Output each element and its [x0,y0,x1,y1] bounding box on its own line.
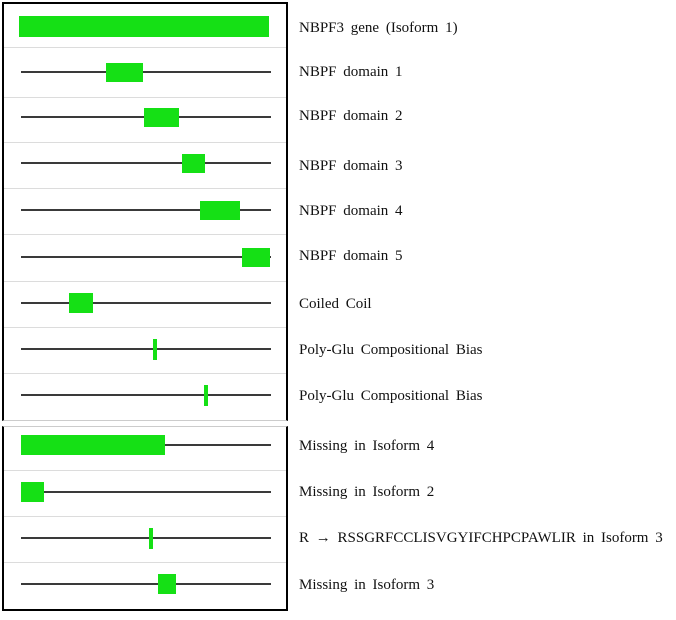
missing-isoform-2-label: Missing in Isoform 2 [299,484,435,500]
coiled-coil-feature [69,293,93,313]
row-separator [4,188,286,189]
nbpf-domain-5-feature [242,248,270,267]
missing-isoform-3-feature [158,574,176,594]
feature-panel-main [2,2,288,421]
row-separator [4,373,286,374]
substitution-isoform-3-label: R → RSSGRFCCLISVGYIFCHPCPAWLIR in Isofor… [299,530,663,546]
nbpf-domain-4-feature [200,201,240,220]
nbpf-domain-1-sequence-line [21,71,271,73]
row-separator [4,142,286,143]
row-separator [4,470,286,471]
poly-glu-1-label: Poly-Glu Compositional Bias [299,342,483,358]
row-separator [4,47,286,48]
poly-glu-2-sequence-line [21,394,271,396]
nbpf-domain-5-sequence-line [21,256,271,258]
missing-isoform-4-label: Missing in Isoform 4 [299,438,435,454]
nbpf-domain-1-label: NBPF domain 1 [299,64,403,80]
poly-glu-2-label: Poly-Glu Compositional Bias [299,388,483,404]
missing-isoform-4-feature [21,435,165,455]
row-separator [4,562,286,563]
missing-isoform-3-label: Missing in Isoform 3 [299,577,435,593]
row-separator [4,516,286,517]
row-separator [4,281,286,282]
nbpf-domain-4-label: NBPF domain 4 [299,203,403,219]
nbpf-domain-2-feature [144,108,179,127]
missing-isoform-3-sequence-line [21,583,271,585]
feature-panel-isoforms [2,426,288,611]
gene-label: NBPF3 gene (Isoform 1) [299,20,458,36]
coiled-coil-sequence-line [21,302,271,304]
missing-isoform-2-feature [21,482,44,502]
coiled-coil-label: Coiled Coil [299,296,372,312]
nbpf-domain-1-feature [106,63,143,82]
row-separator [4,234,286,235]
nbpf-domain-3-feature [182,154,205,173]
nbpf-domain-4-sequence-line [21,209,271,211]
nbpf-domain-5-label: NBPF domain 5 [299,248,403,264]
row-separator [4,97,286,98]
nbpf-domain-3-label: NBPF domain 3 [299,158,403,174]
poly-glu-1-sequence-line [21,348,271,350]
gene-feature [19,16,269,37]
substitution-isoform-3-sequence-line [21,537,271,539]
poly-glu-1-feature [153,339,157,360]
missing-isoform-2-sequence-line [21,491,271,493]
nbpf-domain-3-sequence-line [21,162,271,164]
nbpf-domain-2-label: NBPF domain 2 [299,108,403,124]
substitution-isoform-3-feature [149,528,153,549]
row-separator [4,327,286,328]
poly-glu-2-feature [204,385,208,406]
